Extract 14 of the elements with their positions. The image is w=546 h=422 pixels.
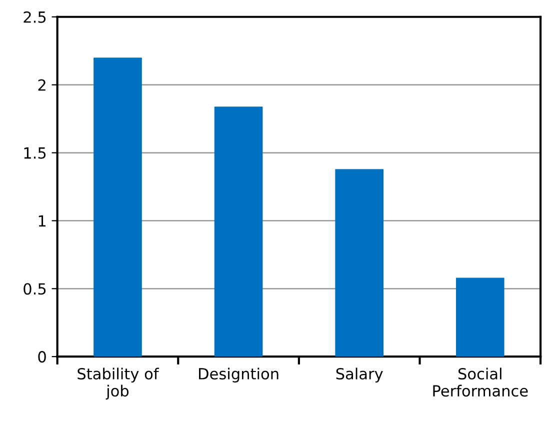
y-tick-label: 1 xyxy=(38,215,46,227)
y-tick-label: 0.5 xyxy=(24,283,46,295)
x-tick-label: Salary xyxy=(336,368,383,382)
x-tick-label: Designtion xyxy=(199,368,278,382)
y-tick-label: 2 xyxy=(38,79,46,91)
bar xyxy=(456,278,504,357)
x-tick-label: Stability of job xyxy=(78,368,160,400)
y-tick-label: 1.5 xyxy=(24,147,46,159)
x-tick-label: Social Performance xyxy=(433,368,528,397)
y-tick-label: 0 xyxy=(38,351,46,363)
bar xyxy=(94,58,142,357)
y-tick-label: 2.5 xyxy=(24,11,46,23)
bar xyxy=(214,106,263,357)
bar xyxy=(335,169,384,357)
